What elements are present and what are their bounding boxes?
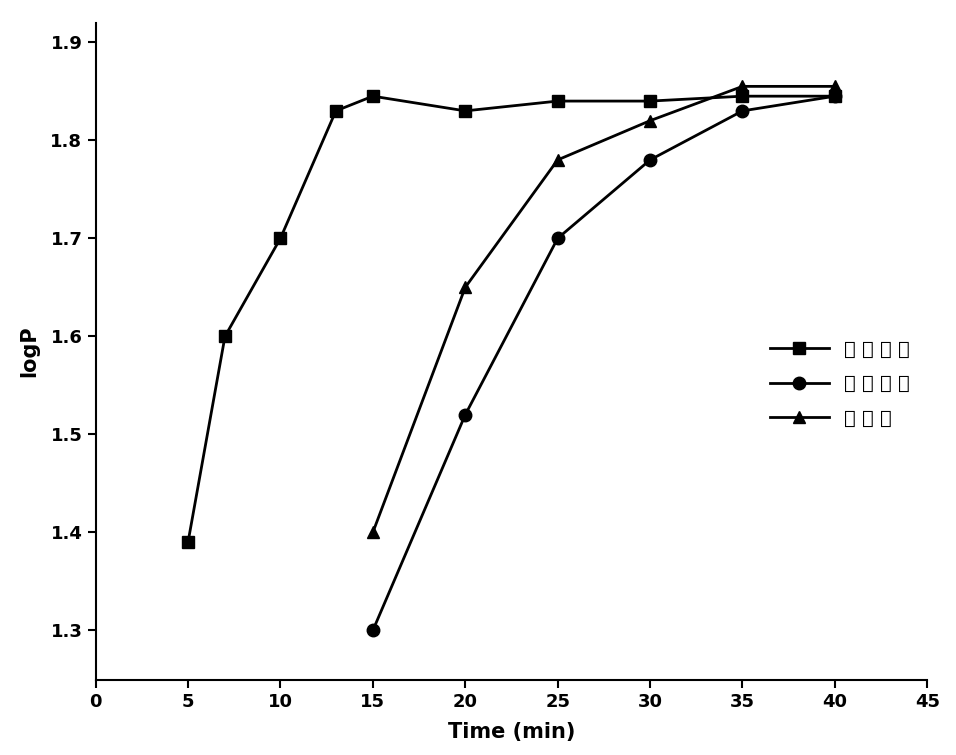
X-axis label: Time (min): Time (min): [447, 722, 576, 742]
Y-axis label: logP: logP: [19, 325, 39, 377]
Legend: 超 声 强 化, 搔 拌 方 式, 摇 瓶 法: 超 声 强 化, 搔 拌 方 式, 摇 瓶 法: [762, 332, 918, 436]
